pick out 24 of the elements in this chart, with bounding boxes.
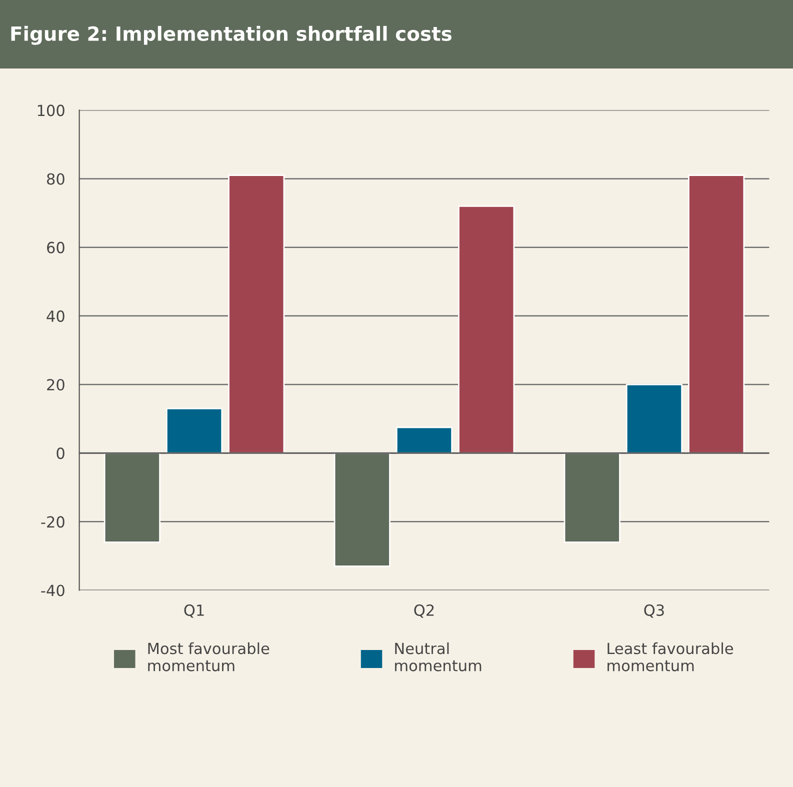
y-tick-label: 20 bbox=[47, 378, 64, 391]
chart-title: Figure 2: Implementation shortfall costs bbox=[11, 26, 452, 45]
bar bbox=[228, 174, 285, 454]
y-tick-label: -40 bbox=[41, 584, 64, 596]
x-tick-label: Q3 bbox=[644, 604, 664, 618]
bar bbox=[104, 452, 160, 543]
bar bbox=[564, 452, 620, 543]
legend-label: Neutral momentum bbox=[395, 642, 482, 672]
y-tick-label: 40 bbox=[46, 310, 64, 322]
bar bbox=[688, 174, 745, 454]
legend-label: Most favourable momentum bbox=[148, 642, 270, 672]
y-tick-label: 80 bbox=[47, 173, 64, 185]
bar bbox=[396, 426, 453, 454]
legend-label: Least favourable momentum bbox=[608, 642, 733, 672]
x-tick-label: Q2 bbox=[414, 604, 434, 618]
bar bbox=[626, 384, 683, 454]
bar bbox=[458, 206, 515, 454]
y-tick-label: 0 bbox=[56, 448, 64, 460]
y-tick-label: 100 bbox=[38, 104, 64, 116]
x-tick-label: Q1 bbox=[184, 604, 204, 618]
bar bbox=[166, 408, 223, 454]
y-tick-label: -20 bbox=[41, 516, 64, 528]
bar bbox=[334, 452, 390, 567]
y-tick-label: 60 bbox=[47, 242, 64, 254]
